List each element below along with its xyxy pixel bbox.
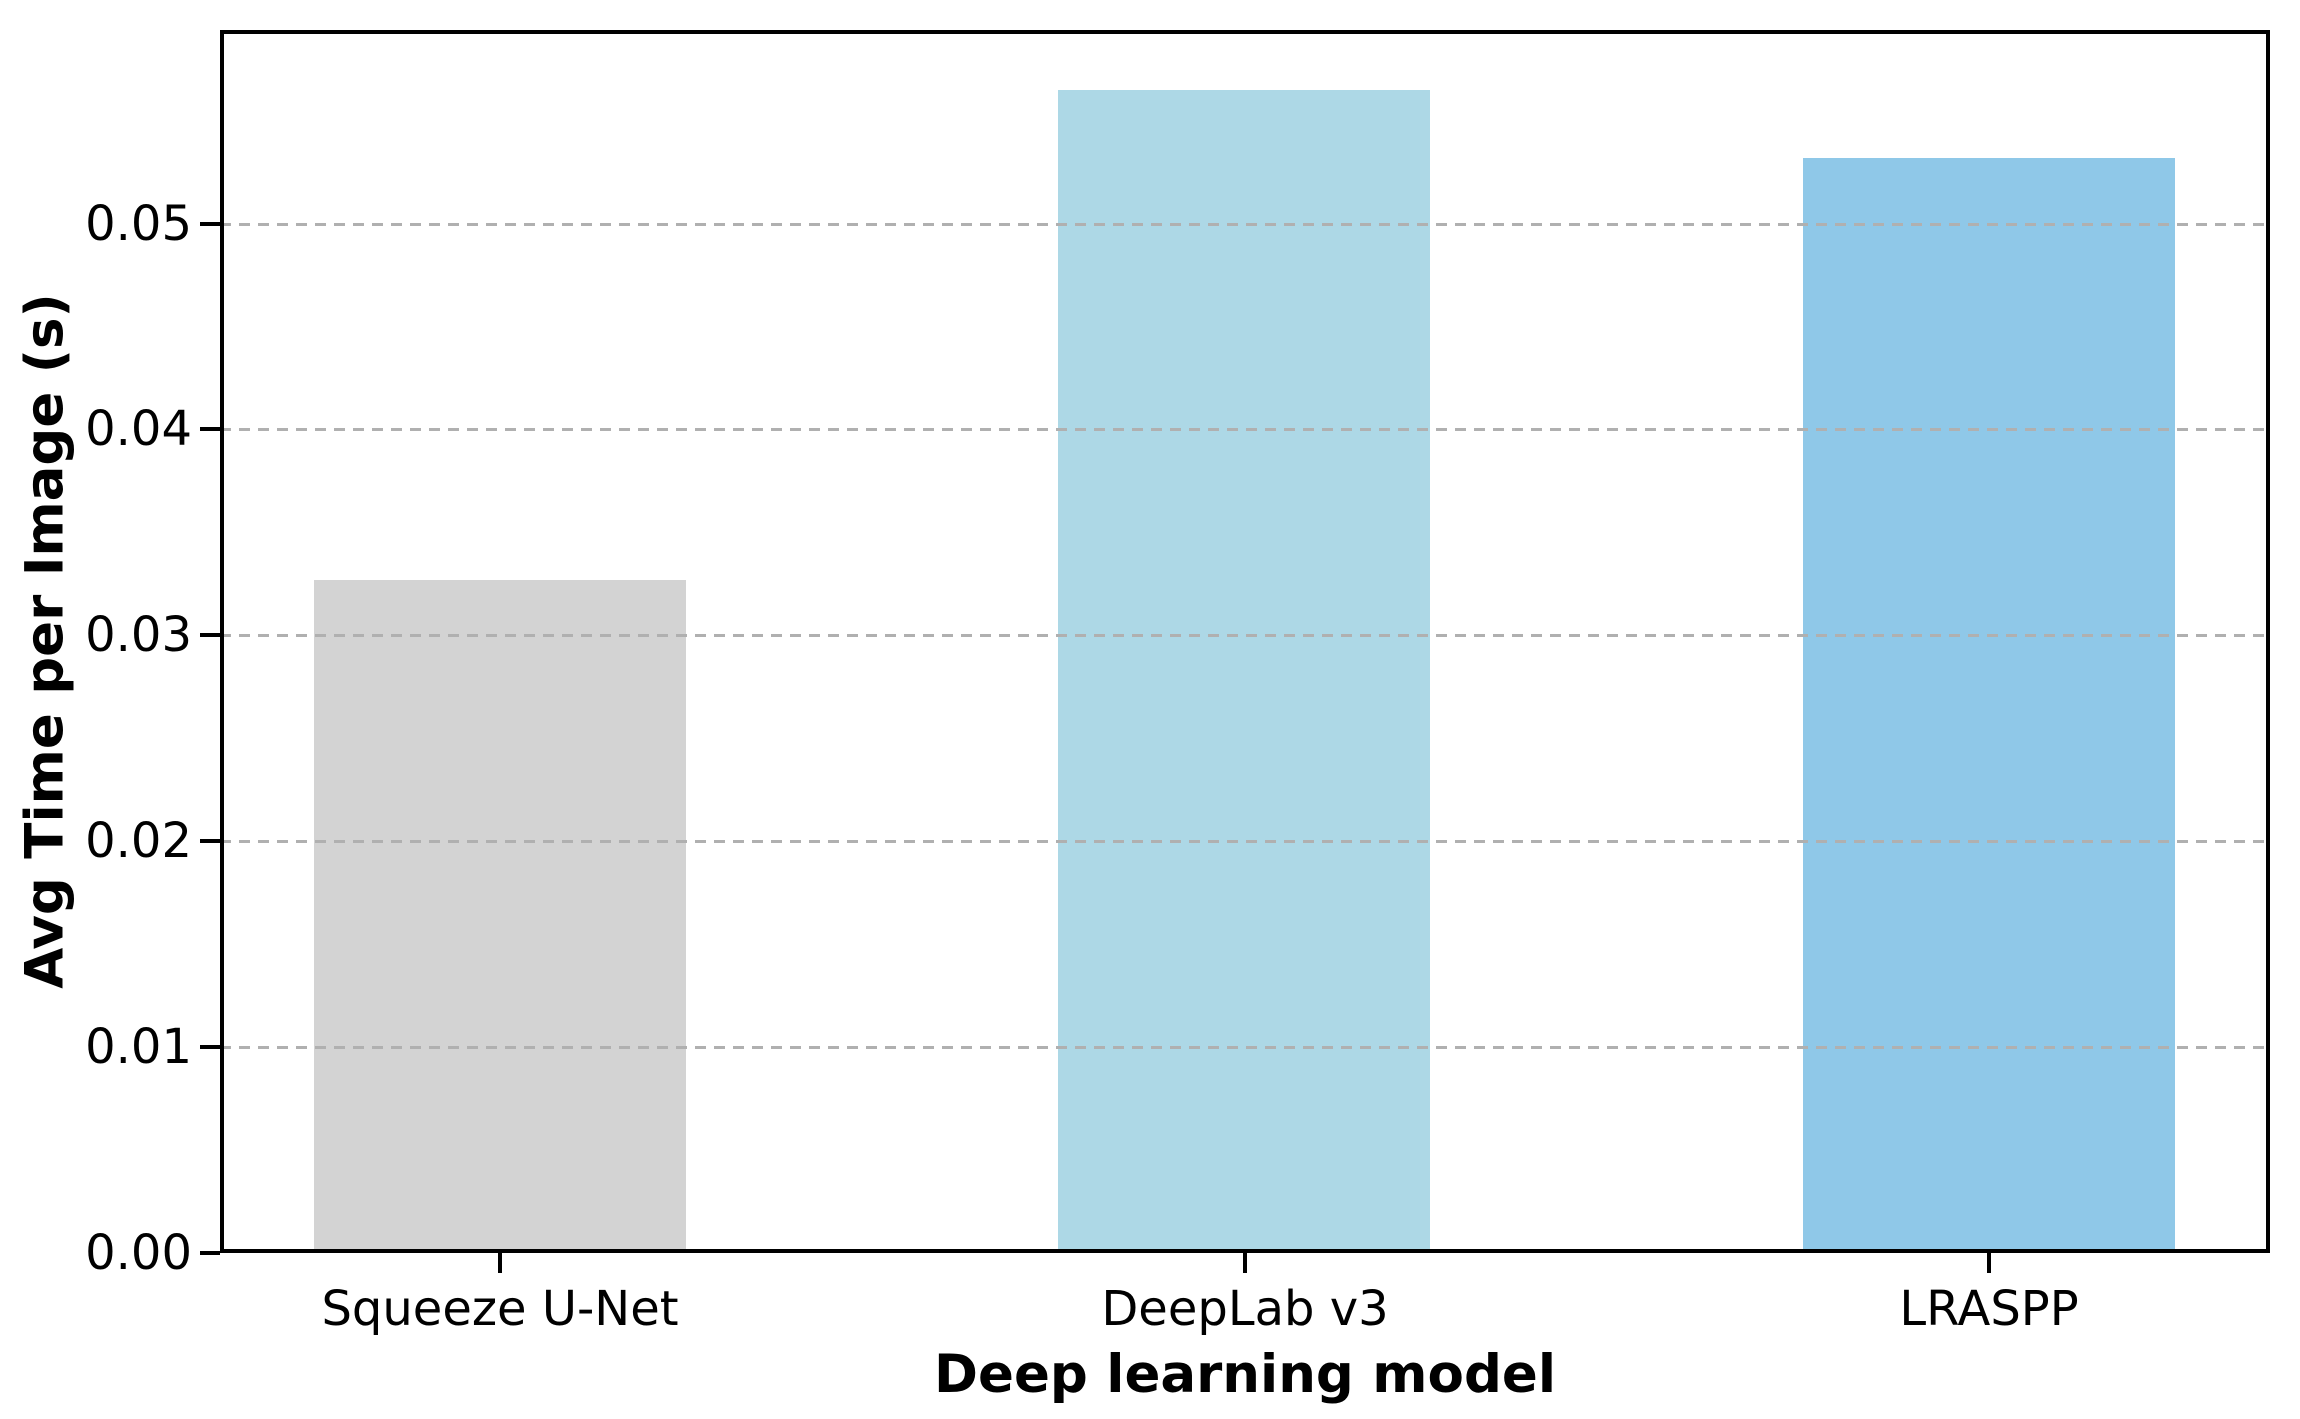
- y-tick-mark: [200, 633, 220, 637]
- gridline: [220, 223, 2270, 226]
- x-tick-label: Squeeze U-Net: [321, 1281, 679, 1337]
- y-tick-label: 0.00: [85, 1225, 192, 1281]
- plot-area: [220, 30, 2270, 1253]
- x-tick-mark: [498, 1253, 502, 1273]
- x-axis-label: Deep learning model: [934, 1344, 1556, 1405]
- x-tick-mark: [1987, 1253, 1991, 1273]
- bar-lraspp: [1803, 158, 2175, 1253]
- x-tick-mark: [1243, 1253, 1247, 1273]
- y-tick-label: 0.04: [85, 401, 192, 457]
- y-tick-mark: [200, 222, 220, 226]
- bar-squeeze-u-net: [314, 580, 686, 1253]
- y-tick-mark: [200, 839, 220, 843]
- gridline: [220, 1046, 2270, 1049]
- y-tick-mark: [200, 1251, 220, 1255]
- gridline: [220, 428, 2270, 431]
- y-tick-mark: [200, 427, 220, 431]
- x-tick-label: LRASPP: [1899, 1281, 2079, 1337]
- y-tick-label: 0.02: [85, 813, 192, 869]
- y-tick-label: 0.01: [85, 1019, 192, 1075]
- y-tick-label: 0.05: [85, 196, 192, 252]
- y-tick-label: 0.03: [85, 607, 192, 663]
- x-tick-label: DeepLab v3: [1101, 1281, 1389, 1337]
- y-tick-mark: [200, 1045, 220, 1049]
- gridline: [220, 840, 2270, 843]
- gridline: [220, 634, 2270, 637]
- bar-deeplab-v3: [1058, 90, 1430, 1253]
